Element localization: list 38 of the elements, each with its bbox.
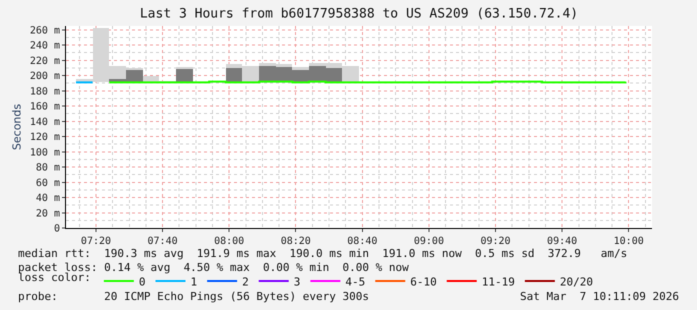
chart-title: Last 3 Hours from b60177958388 to US AS209 (63.150.72.4) xyxy=(140,6,578,22)
y-tick-label: 260 m xyxy=(30,25,60,36)
text: probe: 20 ICMP Echo Pings (56 Bytes) every 300s xyxy=(18,290,369,303)
legend-label: 6-10 xyxy=(410,275,437,288)
y-tick-label: 40 m xyxy=(36,193,60,204)
legend-label: 20/20 xyxy=(560,275,593,288)
y-tick-label: 100 m xyxy=(30,147,60,158)
y-tick-label: 220 m xyxy=(30,56,60,67)
text: packet loss: 0.14 % avg 4.50 % max 0.00 % min 0.00 % now xyxy=(18,261,410,274)
y-tick-label: 240 m xyxy=(30,40,60,52)
y-tick-label: 0 xyxy=(54,224,60,234)
x-tick-label: 07:20 xyxy=(80,236,112,247)
legend-label: 11-19 xyxy=(482,275,515,288)
legend-label: 0 xyxy=(138,275,146,288)
y-tick-label: 60 m xyxy=(36,178,60,189)
text: median rtt: 190.3 ms avg 191.9 ms max 190.0 ms min 191.0 ms now 0.5 ms sd 372.9 am/s xyxy=(18,247,628,260)
y-tick-label: 180 m xyxy=(30,86,60,98)
y-tick-label: 20 m xyxy=(36,208,60,220)
x-tick-label: 09:40 xyxy=(547,236,578,247)
y-tick-label: 120 m xyxy=(30,132,60,144)
x-tick-label: 08:20 xyxy=(280,236,311,247)
legend-label: 4-5 xyxy=(345,275,366,288)
legend-label: 3 xyxy=(294,275,300,288)
x-tick-label: 08:00 xyxy=(214,236,244,247)
legend-label: 1 xyxy=(190,275,198,288)
y-axis-title: Seconds xyxy=(10,104,24,150)
y-tick-label: 140 m xyxy=(30,116,60,128)
x-tick-label: 09:20 xyxy=(480,236,511,247)
bar xyxy=(226,68,242,82)
x-tick-label: 10:00 xyxy=(614,236,644,247)
legend-label: 2 xyxy=(242,275,249,288)
y-tick-label: 160 m xyxy=(30,102,60,113)
y-tick-label: 80 m xyxy=(36,162,60,174)
text: Sat Mar 7 10:11:09 2026 xyxy=(520,290,679,303)
x-tick-label: 09:00 xyxy=(414,236,444,247)
y-tick-label: 200 m xyxy=(30,71,60,82)
x-tick-label: 07:40 xyxy=(148,236,178,247)
x-tick-label: 08:40 xyxy=(347,236,378,247)
